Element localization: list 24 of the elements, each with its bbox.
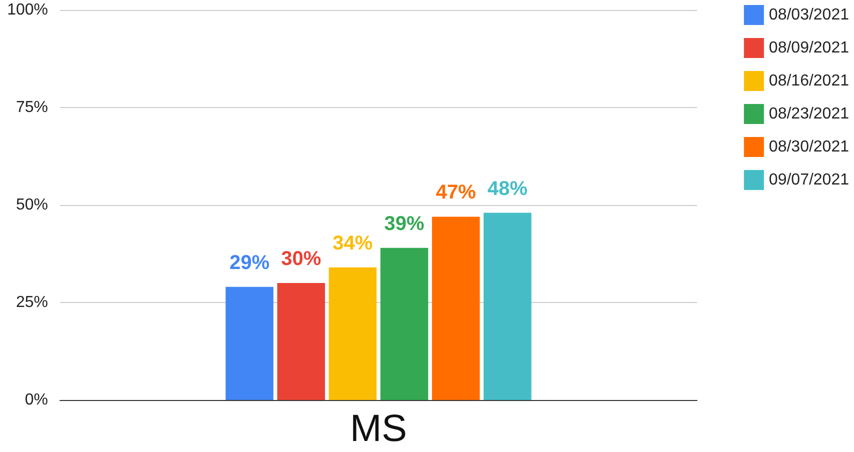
legend-label: 08/23/2021 (768, 106, 850, 122)
y-tick-label: 100% (7, 2, 48, 18)
legend-label: 08/16/2021 (768, 72, 850, 90)
legend-label: 08/30/2021 (768, 138, 850, 156)
data-label: 39% (384, 212, 425, 235)
data-label: 29% (229, 252, 270, 274)
y-tick-label: 0% (24, 392, 48, 408)
bar (484, 212, 532, 400)
y-tick-label: 75% (16, 99, 48, 116)
data-label: 48% (487, 178, 528, 200)
legend-label: 08/09/2021 (768, 40, 850, 56)
bar (380, 248, 428, 400)
data-label: 47% (436, 182, 476, 204)
data-label: 30% (281, 248, 322, 270)
x-tick-label: MS (350, 408, 407, 450)
bar (226, 286, 274, 400)
bar (277, 283, 325, 400)
bar (328, 267, 377, 400)
data-label: 34% (332, 232, 373, 254)
y-tick-label: 50% (16, 196, 48, 214)
legend-label: 09/07/2021 (768, 172, 850, 188)
bar (432, 216, 480, 400)
legend-label: 08/03/2021 (768, 6, 850, 24)
y-tick-label: 25% (16, 294, 48, 311)
